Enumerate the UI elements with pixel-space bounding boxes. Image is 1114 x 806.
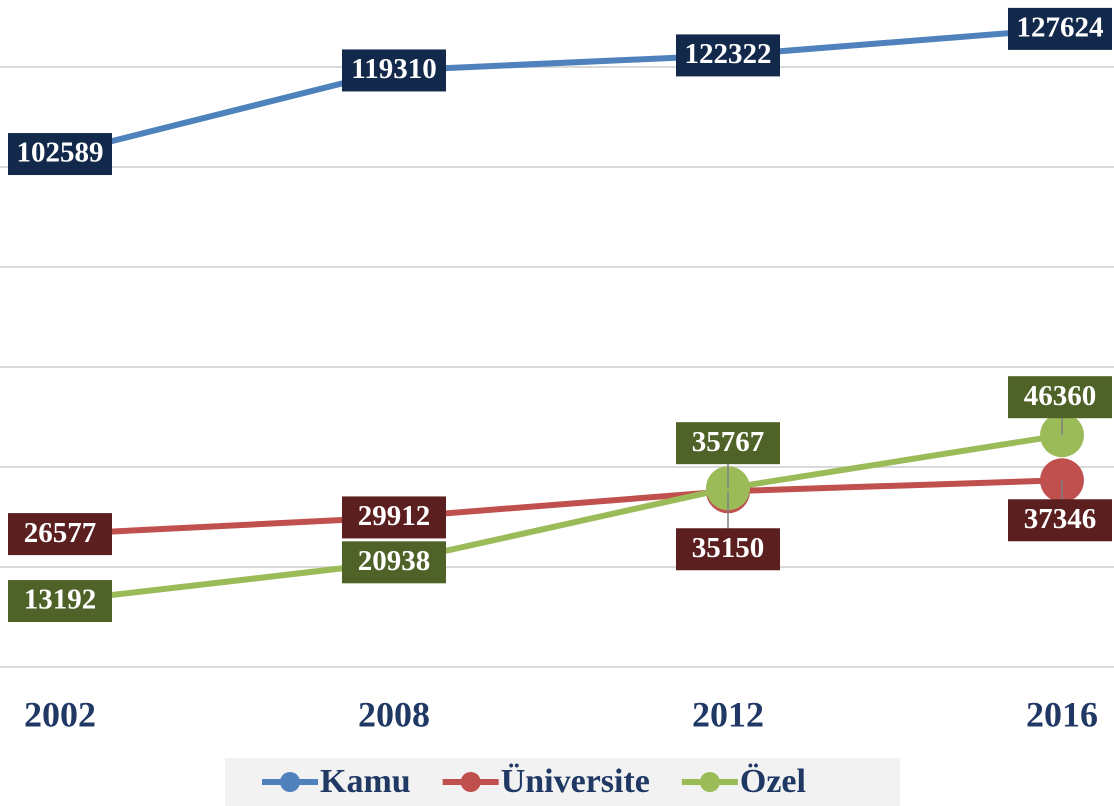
data-label: 119310 xyxy=(342,49,446,92)
data-label-text: 26577 xyxy=(24,517,97,549)
data-label: 37346 xyxy=(1008,480,1112,542)
data-label-text: 35150 xyxy=(692,532,765,564)
data-label-box xyxy=(1008,7,1112,50)
data-label: 26577 xyxy=(8,513,112,556)
data-label-text: 46360 xyxy=(1024,380,1097,412)
data-label: 127624 xyxy=(1008,7,1112,50)
data-label-box xyxy=(342,496,446,539)
data-label: 102589 xyxy=(8,133,112,176)
data-label-text: 35767 xyxy=(692,426,765,458)
data-label-text: 20938 xyxy=(358,545,431,577)
data-label-text: 37346 xyxy=(1024,503,1097,535)
legend-marker xyxy=(280,772,300,792)
data-label-box xyxy=(8,580,112,623)
data-label-text: 29912 xyxy=(358,500,431,532)
data-label-box xyxy=(1008,376,1112,419)
legend-box xyxy=(225,758,900,806)
data-label: 46360 xyxy=(1008,376,1112,436)
series-line xyxy=(59,25,1063,157)
legend-marker xyxy=(699,772,720,792)
legend-label: Özel xyxy=(740,763,806,800)
data-label-box xyxy=(1008,499,1112,542)
data-label-text: 127624 xyxy=(1017,12,1104,44)
data-label: 35150 xyxy=(676,491,780,571)
x-tick-label: 2002 xyxy=(24,694,96,734)
data-label-text: 119310 xyxy=(351,53,436,85)
data-label-box xyxy=(342,49,446,92)
legend-label: Üniversite xyxy=(501,763,650,800)
data-label: 20938 xyxy=(342,541,446,584)
data-label-text: 122322 xyxy=(685,38,772,70)
x-tick-label: 2008 xyxy=(358,694,430,734)
legend-marker xyxy=(460,772,481,792)
legend-item: Kamu xyxy=(262,763,411,800)
series-line xyxy=(59,432,1063,605)
legend-label: Kamu xyxy=(320,763,411,800)
data-label-text: 13192 xyxy=(24,584,97,616)
data-label: 29912 xyxy=(342,496,446,539)
data-label-text: 102589 xyxy=(17,137,104,169)
data-label-box xyxy=(676,528,780,571)
series-line xyxy=(59,477,1063,538)
data-label-box xyxy=(342,541,446,584)
data-label-box xyxy=(676,34,780,77)
data-label-box xyxy=(676,422,780,465)
x-tick-label: 2016 xyxy=(1026,694,1098,734)
data-label: 122322 xyxy=(676,34,780,77)
data-label: 35767 xyxy=(676,422,780,489)
data-label: 13192 xyxy=(8,580,112,623)
x-tick-label: 2012 xyxy=(692,694,764,734)
data-label-box xyxy=(8,133,112,176)
data-label-box xyxy=(8,513,112,556)
legend-item: Üniversite xyxy=(442,763,650,800)
legend-item: Özel xyxy=(681,763,806,800)
